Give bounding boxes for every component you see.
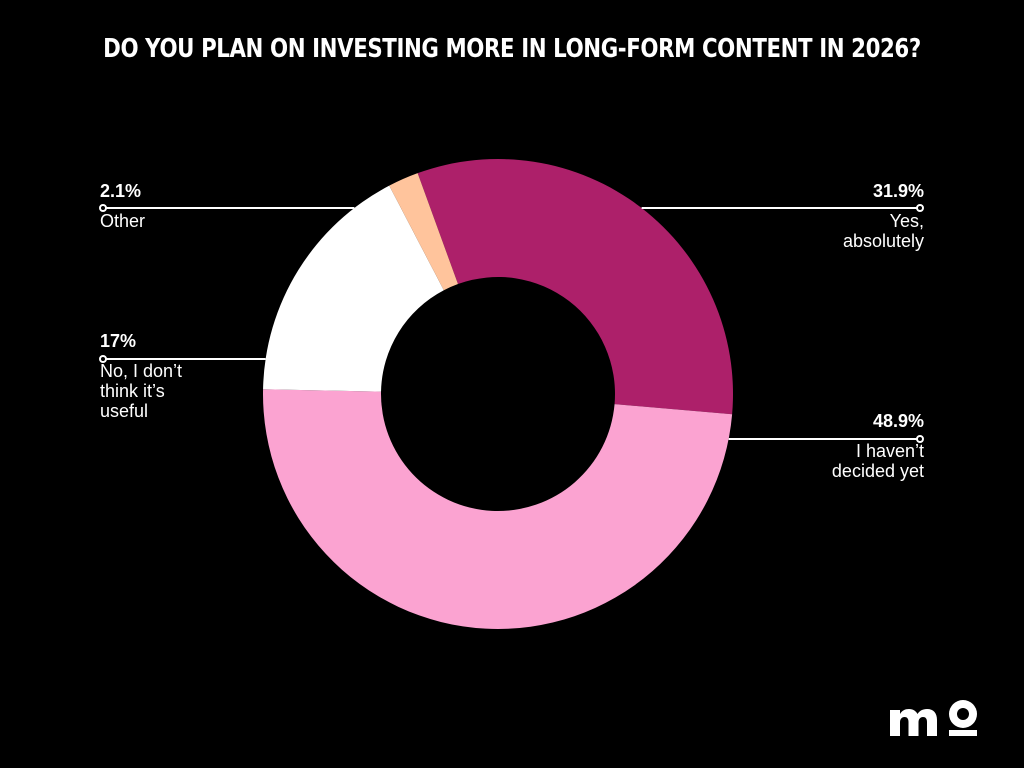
slice-i-haven-t-decided-yet bbox=[263, 389, 733, 629]
label-undecided-line-2: decided yet bbox=[831, 461, 924, 481]
leader-dot-other bbox=[99, 204, 107, 212]
label-other-line-1: Other bbox=[100, 211, 146, 231]
label-no: 17% No, I don’t think it’s useful bbox=[100, 331, 182, 421]
label-yes: 31.9% Yes, absolutely bbox=[843, 181, 924, 251]
label-other-value: 2.1% bbox=[100, 181, 142, 201]
leader-dot-no bbox=[99, 355, 107, 363]
label-yes-value: 31.9% bbox=[872, 181, 924, 201]
label-no-line-3: useful bbox=[100, 401, 149, 421]
slice-no-i-don-t-think-it-s-useful bbox=[263, 185, 444, 392]
leader-dot-undecided bbox=[916, 435, 924, 443]
label-undecided-value: 48.9% bbox=[872, 411, 924, 431]
label-undecided: 48.9% I haven’t decided yet bbox=[832, 411, 924, 481]
label-other: 2.1% Other bbox=[100, 181, 145, 231]
label-no-line-1: No, I don’t bbox=[100, 361, 183, 381]
label-yes-line-2: absolutely bbox=[842, 231, 924, 251]
mo-logo bbox=[890, 700, 977, 736]
leader-dot-yes bbox=[916, 204, 924, 212]
label-undecided-line-1: I haven’t bbox=[855, 441, 924, 461]
chart-title: DO YOU PLAN ON INVESTING MORE IN LONG-FO… bbox=[103, 34, 921, 64]
slice-yes-absolutely bbox=[417, 159, 733, 415]
label-yes-line-1: Yes, bbox=[889, 211, 924, 231]
slice-other bbox=[389, 173, 458, 291]
label-no-value: 17% bbox=[100, 331, 137, 351]
label-no-line-2: think it’s bbox=[100, 381, 165, 401]
